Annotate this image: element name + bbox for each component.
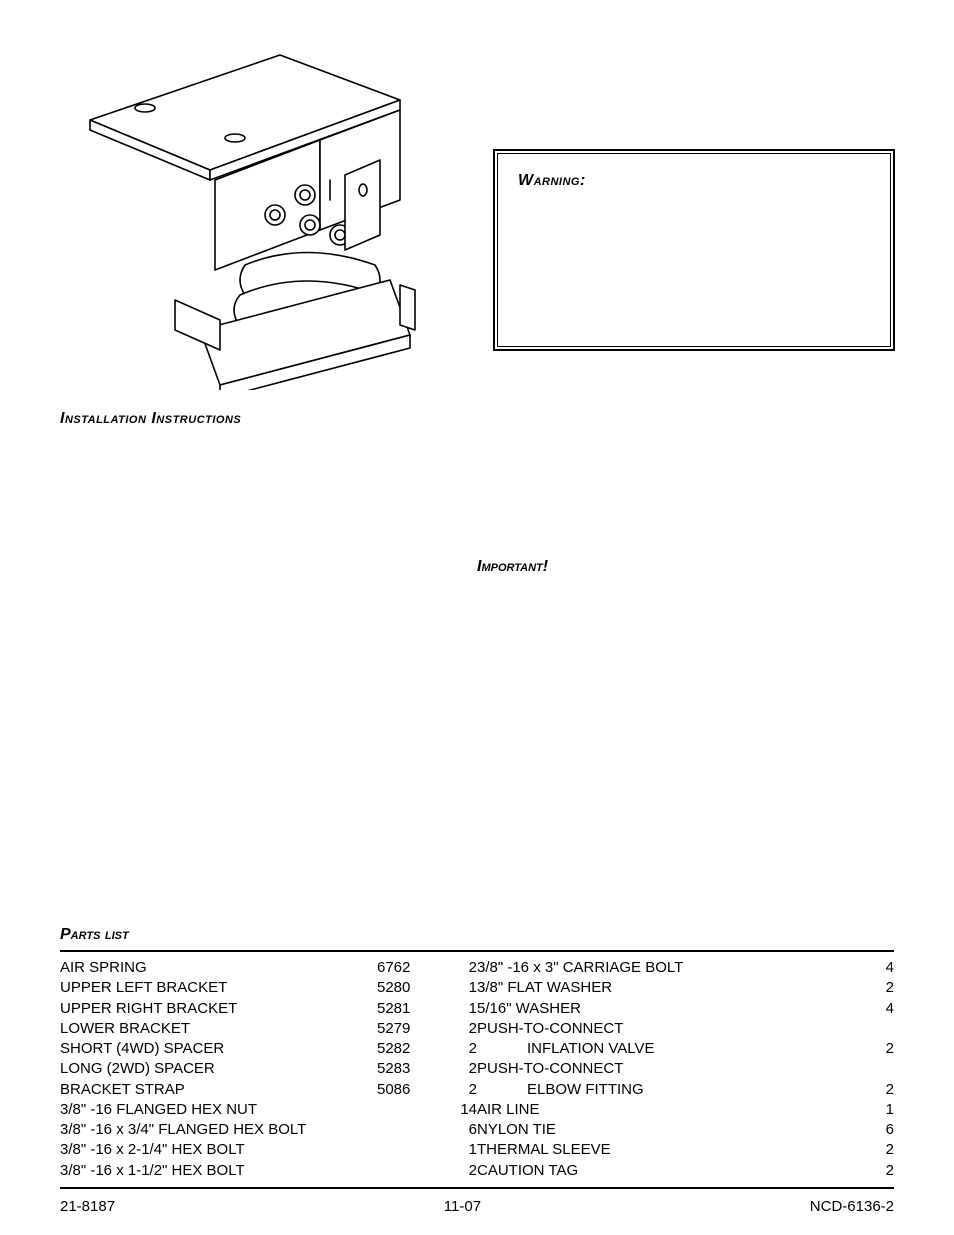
table-row: AIR LINE1 (477, 1100, 894, 1120)
part-desc: UPPER LEFT BRACKET (60, 978, 377, 998)
table-row: 3/8" -16 x 1-1/2" HEX BOLT 2 (60, 1161, 477, 1181)
part-num (377, 1140, 437, 1160)
part-desc: 3/8" -16 FLANGED HEX NUT (60, 1100, 377, 1120)
part-desc: BRACKET STRAP (60, 1080, 377, 1100)
top-row: Warning: (60, 30, 894, 390)
part-desc: NYLON TIE (477, 1120, 854, 1140)
part-num: 5280 (377, 978, 437, 998)
part-desc: THERMAL SLEEVE (477, 1140, 854, 1160)
part-qty: 4 (854, 999, 894, 1019)
part-qty: 6 (854, 1120, 894, 1140)
part-qty: 2 (437, 1019, 477, 1039)
part-desc: LONG (2WD) SPACER (60, 1059, 377, 1079)
part-desc: 3/8" -16 x 3" CARRIAGE BOLT (477, 958, 854, 978)
part-desc: UPPER RIGHT BRACKET (60, 999, 377, 1019)
part-qty: 2 (854, 1161, 894, 1181)
parts-list-heading: Parts list (60, 926, 894, 944)
part-desc: CAUTION TAG (477, 1161, 854, 1181)
warning-label: Warning: (518, 172, 586, 189)
footer: 21-8187 11-07 NCD-6136-2 (60, 1198, 894, 1215)
part-desc: AIR SPRING (60, 958, 377, 978)
part-qty: 2 (854, 1080, 894, 1100)
part-num: 5281 (377, 999, 437, 1019)
part-desc: 3/8" -16 x 3/4" FLANGED HEX BOLT (60, 1120, 377, 1140)
footer-center: 11-07 (444, 1198, 481, 1215)
part-qty: 2 (437, 958, 477, 978)
part-qty (854, 1059, 894, 1079)
part-num (377, 1161, 437, 1181)
part-desc: PUSH-TO-CONNECT (477, 1019, 854, 1039)
footer-left: 21-8187 (60, 1198, 115, 1215)
part-qty: 14 (437, 1100, 477, 1120)
part-desc: SHORT (4WD) SPACER (60, 1039, 377, 1059)
mid-left (60, 468, 477, 576)
table-row: 3/8" FLAT WASHER2 (477, 978, 894, 998)
part-qty: 1 (437, 999, 477, 1019)
assembly-figure (60, 30, 460, 390)
part-num: 5282 (377, 1039, 437, 1059)
part-desc: 3/8" -16 x 2-1/4" HEX BOLT (60, 1140, 377, 1160)
table-row: PUSH-TO-CONNECT (477, 1059, 894, 1079)
part-qty: 2 (437, 1161, 477, 1181)
part-qty: 1 (437, 1140, 477, 1160)
table-row: NYLON TIE6 (477, 1120, 894, 1140)
part-desc: ELBOW FITTING (477, 1080, 854, 1100)
part-qty: 2 (854, 1039, 894, 1059)
bracket-assembly-icon (60, 30, 460, 390)
table-row: UPPER RIGHT BRACKET52811 (60, 999, 477, 1019)
part-qty: 1 (854, 1100, 894, 1120)
part-qty (854, 1019, 894, 1039)
table-row: SHORT (4WD) SPACER52822 (60, 1039, 477, 1059)
part-desc: 5/16" WASHER (477, 999, 854, 1019)
part-qty: 6 (437, 1120, 477, 1140)
part-num: 5283 (377, 1059, 437, 1079)
table-row: THERMAL SLEEVE2 (477, 1140, 894, 1160)
part-num (377, 1100, 437, 1120)
parts-left-column: AIR SPRING67622UPPER LEFT BRACKET52801UP… (60, 958, 477, 1181)
mid-block: Important! (60, 468, 894, 576)
table-row: LONG (2WD) SPACER52832 (60, 1059, 477, 1079)
table-row: INFLATION VALVE2 (477, 1039, 894, 1059)
table-row: AIR SPRING67622 (60, 958, 477, 978)
part-desc: 3/8" -16 x 1-1/2" HEX BOLT (60, 1161, 377, 1181)
table-row: UPPER LEFT BRACKET52801 (60, 978, 477, 998)
part-qty: 2 (854, 978, 894, 998)
part-desc: LOWER BRACKET (60, 1019, 377, 1039)
part-desc: INFLATION VALVE (477, 1039, 854, 1059)
table-row: LOWER BRACKET52792 (60, 1019, 477, 1039)
table-row: 3/8" -16 x 2-1/4" HEX BOLT 1 (60, 1140, 477, 1160)
part-qty: 2 (437, 1080, 477, 1100)
table-row: CAUTION TAG2 (477, 1161, 894, 1181)
part-qty: 2 (854, 1140, 894, 1160)
part-desc: 3/8" FLAT WASHER (477, 978, 854, 998)
part-qty: 4 (854, 958, 894, 978)
footer-right: NCD-6136-2 (810, 1198, 894, 1215)
table-row: 3/8" -16 FLANGED HEX NUT 14 (60, 1100, 477, 1120)
part-num: 5086 (377, 1080, 437, 1100)
installation-instructions-heading: Installation Instructions (60, 410, 894, 428)
part-num: 5279 (377, 1019, 437, 1039)
table-row: 5/16" WASHER4 (477, 999, 894, 1019)
part-desc: AIR LINE (477, 1100, 854, 1120)
parts-right-column: 3/8" -16 x 3" CARRIAGE BOLT43/8" FLAT WA… (477, 958, 894, 1181)
mid-right: Important! (477, 468, 894, 576)
table-row: BRACKET STRAP50862 (60, 1080, 477, 1100)
part-qty: 1 (437, 978, 477, 998)
part-desc: PUSH-TO-CONNECT (477, 1059, 854, 1079)
parts-list: AIR SPRING67622UPPER LEFT BRACKET52801UP… (60, 950, 894, 1189)
important-label: Important! (477, 558, 548, 575)
part-num: 6762 (377, 958, 437, 978)
table-row: 3/8" -16 x 3" CARRIAGE BOLT4 (477, 958, 894, 978)
page: Warning: Installation Instructions Impor… (0, 0, 954, 1235)
table-row: 3/8" -16 x 3/4" FLANGED HEX BOLT 6 (60, 1120, 477, 1140)
part-qty: 2 (437, 1059, 477, 1079)
table-row: PUSH-TO-CONNECT (477, 1019, 894, 1039)
part-qty: 2 (437, 1039, 477, 1059)
warning-box: Warning: (494, 150, 894, 350)
part-num (377, 1120, 437, 1140)
table-row: ELBOW FITTING2 (477, 1080, 894, 1100)
